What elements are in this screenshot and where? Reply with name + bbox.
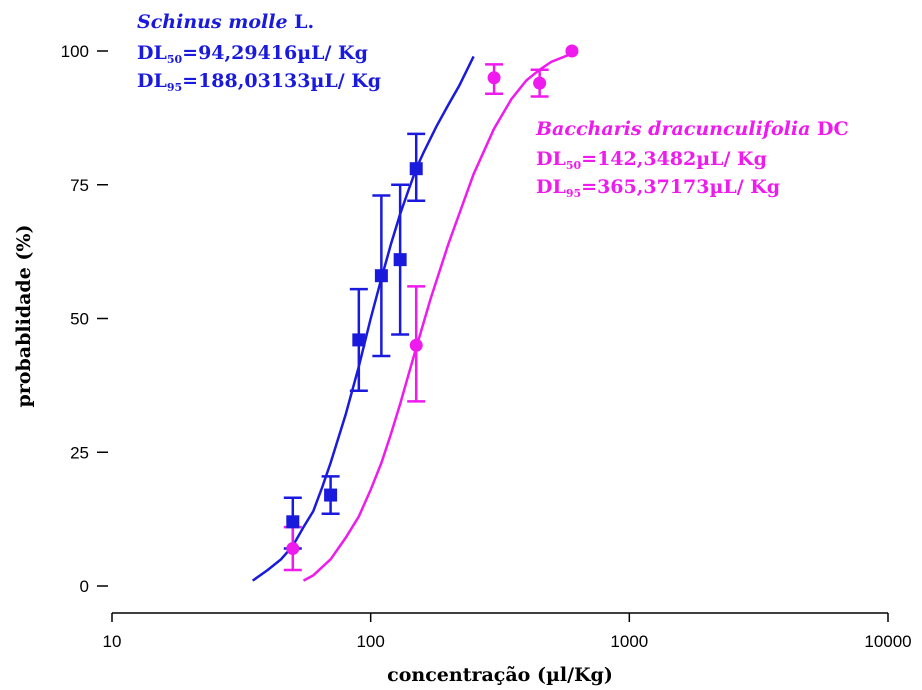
schinus-data-point <box>409 162 423 176</box>
schinus-dl95-value: =188,03133µL/ Kg <box>182 70 381 92</box>
x-tick-label: 10000 <box>864 632 911 651</box>
baccharis-dl50-value: =142,3482µL/ Kg <box>581 148 767 170</box>
schinus-dl95-prefix: DL <box>137 70 167 92</box>
y-tick-label: 0 <box>80 577 89 596</box>
y-axis-title: probablidade (%) <box>13 225 35 408</box>
baccharis-name-italic: Baccharis dracunculifolia <box>535 118 810 140</box>
schinus-dl95: DL95=188,03133µL/ Kg <box>137 70 381 94</box>
x-tick-label: 100 <box>356 632 384 651</box>
schinus-data-point <box>352 333 366 347</box>
baccharis-dl50: DL50=142,3482µL/ Kg <box>536 148 767 172</box>
baccharis-data-point <box>409 338 423 352</box>
baccharis-name-suffix: DC <box>810 118 848 140</box>
baccharis-data-point <box>533 76 547 90</box>
baccharis-dl95-prefix: DL <box>536 176 566 198</box>
baccharis-data-point <box>487 71 501 85</box>
x-tick-label: 1000 <box>610 632 648 651</box>
baccharis-dl50-prefix: DL <box>536 148 566 170</box>
schinus-dl95-sub: 95 <box>167 81 182 94</box>
y-tick-label: 75 <box>70 176 89 195</box>
x-tick-label: 10 <box>103 632 122 651</box>
baccharis-dl95-value: =365,37173µL/ Kg <box>581 176 780 198</box>
y-tick-label: 100 <box>61 42 89 61</box>
schinus-data-point <box>374 269 388 283</box>
schinus-fit-curve <box>251 55 475 582</box>
schinus-name-italic: Schinus molle <box>137 11 288 33</box>
schinus-name: Schinus molle L. <box>137 11 314 33</box>
baccharis-name: Baccharis dracunculifolia DC <box>535 118 849 140</box>
baccharis-data-point <box>286 542 300 556</box>
baccharis-dl95: DL95=365,37173µL/ Kg <box>536 176 780 200</box>
schinus-dl50-value: =94,29416µL/ Kg <box>182 42 368 64</box>
baccharis-fit-curve <box>302 52 573 582</box>
schinus-data-point <box>286 515 300 529</box>
baccharis-data-point <box>565 44 579 58</box>
x-axis-title: concentração (µl/Kg) <box>387 664 613 686</box>
schinus-dl50-prefix: DL <box>137 42 167 64</box>
y-tick-label: 50 <box>70 310 89 329</box>
schinus-name-suffix: L. <box>288 11 315 33</box>
schinus-dl50-sub: 50 <box>167 53 183 66</box>
baccharis-dl95-sub: 95 <box>566 187 581 200</box>
y-tick-label: 25 <box>70 443 89 462</box>
baccharis-dl50-sub: 50 <box>566 159 582 172</box>
schinus-annotation: Schinus molle L. DL50=94,29416µL/ Kg DL9… <box>137 11 381 94</box>
schinus-data-point <box>393 253 407 267</box>
baccharis-annotation: Baccharis dracunculifolia DC DL50=142,34… <box>535 118 849 200</box>
schinus-dl50: DL50=94,29416µL/ Kg <box>137 42 368 66</box>
schinus-data-point <box>324 488 338 502</box>
